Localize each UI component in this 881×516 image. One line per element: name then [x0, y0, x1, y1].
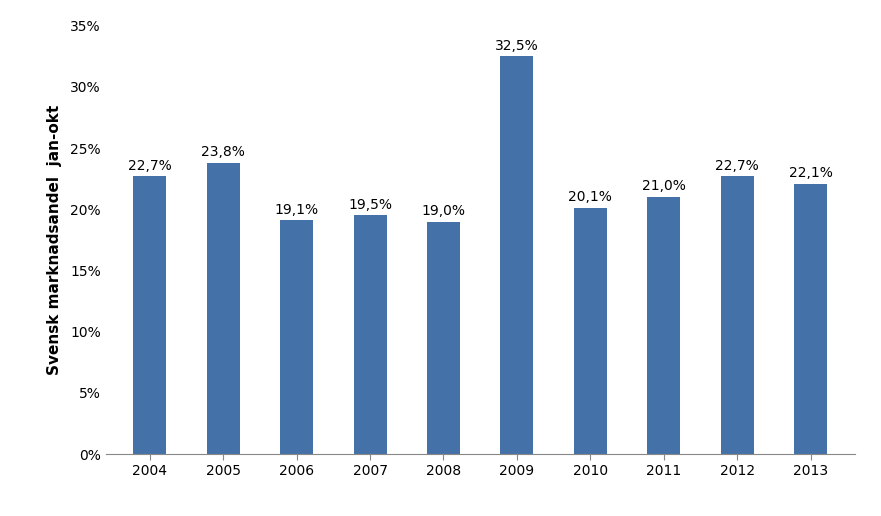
Bar	[427, 221, 460, 454]
Bar	[280, 220, 313, 454]
Y-axis label: Svensk marknadsandel  jan-okt: Svensk marknadsandel jan-okt	[47, 105, 62, 375]
Text: 20,1%: 20,1%	[568, 190, 612, 204]
Text: 19,1%: 19,1%	[275, 203, 319, 217]
Bar	[648, 197, 680, 454]
Text: 21,0%: 21,0%	[641, 180, 685, 194]
Text: 23,8%: 23,8%	[201, 145, 245, 159]
Text: 22,7%: 22,7%	[128, 158, 172, 173]
Text: 22,1%: 22,1%	[788, 166, 833, 180]
Bar	[353, 216, 387, 454]
Bar	[133, 176, 167, 454]
Text: 32,5%: 32,5%	[495, 39, 538, 53]
Bar	[721, 176, 753, 454]
Text: 22,7%: 22,7%	[715, 158, 759, 173]
Bar	[207, 163, 240, 454]
Text: 19,5%: 19,5%	[348, 198, 392, 212]
Bar	[794, 184, 827, 454]
Text: 19,0%: 19,0%	[421, 204, 465, 218]
Bar	[500, 56, 533, 454]
Bar	[574, 208, 607, 454]
